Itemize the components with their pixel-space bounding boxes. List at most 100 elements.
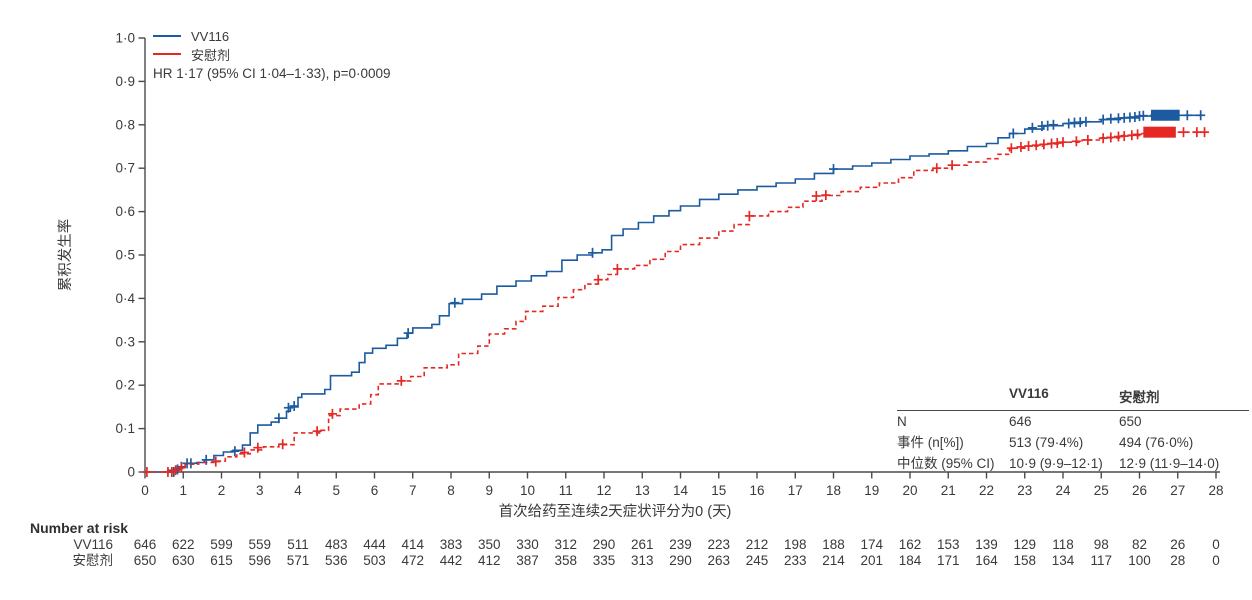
stats-value-vv116-events: 513 (79·4%) bbox=[1009, 435, 1084, 450]
hazard-ratio-annotation: HR 1·17 (95% CI 1·04–1·33), p=0·0009 bbox=[153, 66, 391, 81]
y-tick-label: 0·1 bbox=[115, 421, 135, 436]
legend-line-swatch-vv116 bbox=[153, 35, 181, 37]
nar-value: 615 bbox=[210, 553, 233, 568]
nar-value: 245 bbox=[746, 553, 769, 568]
nar-value: 599 bbox=[210, 537, 233, 552]
nar-value: 0 bbox=[1212, 537, 1220, 552]
nar-value: 646 bbox=[134, 537, 157, 552]
nar-value: 414 bbox=[401, 537, 424, 552]
nar-row-label: VV116 bbox=[73, 537, 113, 552]
y-tick-label: 0·9 bbox=[115, 74, 135, 89]
x-tick-label: 23 bbox=[1017, 483, 1032, 498]
x-tick-label: 22 bbox=[979, 483, 994, 498]
nar-value: 412 bbox=[478, 553, 501, 568]
x-tick-label: 8 bbox=[447, 483, 455, 498]
stats-table-header: VV116 安慰剂 bbox=[897, 386, 1249, 411]
stats-row-label: 中位数 (95% CI) bbox=[897, 456, 995, 471]
nar-value: 472 bbox=[401, 553, 424, 568]
series-curve-安慰剂 bbox=[145, 131, 1205, 473]
nar-value: 596 bbox=[248, 553, 271, 568]
y-tick-label: 0·3 bbox=[115, 334, 135, 349]
nar-value: 201 bbox=[860, 553, 883, 568]
nar-value: 162 bbox=[899, 537, 922, 552]
nar-value: 129 bbox=[1013, 537, 1036, 552]
x-tick-label: 21 bbox=[941, 483, 956, 498]
x-tick-label: 18 bbox=[826, 483, 841, 498]
nar-value: 171 bbox=[937, 553, 960, 568]
x-tick-label: 13 bbox=[635, 483, 650, 498]
nar-value: 153 bbox=[937, 537, 960, 552]
nar-value: 442 bbox=[440, 553, 463, 568]
nar-value: 290 bbox=[669, 553, 692, 568]
nar-value: 483 bbox=[325, 537, 348, 552]
x-tick-label: 17 bbox=[788, 483, 803, 498]
nar-value: 212 bbox=[746, 537, 769, 552]
x-tick-label: 26 bbox=[1132, 483, 1147, 498]
nar-value: 118 bbox=[1052, 537, 1074, 552]
legend-line-swatch-placebo bbox=[153, 53, 181, 55]
x-tick-label: 25 bbox=[1094, 483, 1109, 498]
x-tick-label: 14 bbox=[673, 483, 689, 498]
nar-row-label: 安慰剂 bbox=[73, 552, 114, 568]
stats-col-header-vv116: VV116 bbox=[1009, 386, 1049, 401]
nar-value: 312 bbox=[554, 537, 577, 552]
x-tick-label: 19 bbox=[864, 483, 879, 498]
nar-value: 335 bbox=[593, 553, 616, 568]
x-tick-label: 20 bbox=[902, 483, 917, 498]
stats-value-placebo-events: 494 (76·0%) bbox=[1119, 435, 1194, 450]
series-curve-VV116 bbox=[145, 114, 1201, 473]
nar-value: 188 bbox=[822, 537, 845, 552]
nar-value: 383 bbox=[440, 537, 463, 552]
y-tick-label: 1·0 bbox=[115, 31, 135, 46]
nar-value: 290 bbox=[593, 537, 616, 552]
censor-cluster bbox=[1143, 126, 1176, 138]
stats-value-vv116-n: 646 bbox=[1009, 414, 1032, 429]
nar-value: 134 bbox=[1052, 553, 1075, 568]
y-tick-label: 0·7 bbox=[115, 161, 135, 176]
x-tick-label: 9 bbox=[485, 483, 493, 498]
x-tick-label: 12 bbox=[596, 483, 611, 498]
nar-value: 503 bbox=[363, 553, 386, 568]
legend-item-placebo: 安慰剂 bbox=[153, 45, 230, 63]
legend-label-vv116: VV116 bbox=[191, 28, 230, 44]
nar-value: 0 bbox=[1212, 553, 1220, 568]
y-tick-label: 0 bbox=[127, 465, 135, 480]
nar-value: 511 bbox=[287, 537, 309, 552]
nar-value: 100 bbox=[1128, 553, 1151, 568]
stats-value-placebo-median: 12·9 (11·9–14·0) bbox=[1119, 456, 1220, 471]
x-tick-label: 10 bbox=[520, 483, 535, 498]
stats-header-spacer bbox=[897, 386, 1009, 406]
nar-value: 263 bbox=[707, 553, 730, 568]
x-tick-label: 3 bbox=[256, 483, 264, 498]
x-tick-label: 16 bbox=[749, 483, 764, 498]
nar-value: 233 bbox=[784, 553, 807, 568]
x-tick-label: 24 bbox=[1055, 483, 1071, 498]
stats-value-placebo-n: 650 bbox=[1119, 414, 1142, 429]
nar-value: 139 bbox=[975, 537, 998, 552]
nar-value: 82 bbox=[1132, 537, 1147, 552]
nar-value: 650 bbox=[134, 553, 157, 568]
nar-value: 358 bbox=[554, 553, 577, 568]
nar-value: 536 bbox=[325, 553, 348, 568]
x-tick-label: 7 bbox=[409, 483, 417, 498]
x-tick-label: 28 bbox=[1208, 483, 1223, 498]
x-tick-label: 1 bbox=[179, 483, 187, 498]
nar-value: 198 bbox=[784, 537, 807, 552]
y-tick-label: 0·4 bbox=[115, 291, 135, 306]
stats-row-n: N 646 650 bbox=[897, 411, 1249, 432]
x-tick-label: 0 bbox=[141, 483, 149, 498]
nar-value: 559 bbox=[248, 537, 271, 552]
nar-value: 214 bbox=[822, 553, 845, 568]
x-tick-label: 27 bbox=[1170, 483, 1185, 498]
nar-value: 571 bbox=[287, 553, 310, 568]
y-axis-label: 累积发生率 bbox=[57, 219, 74, 292]
stats-row-events: 事件 (n[%]) 513 (79·4%) 494 (76·0%) bbox=[897, 432, 1249, 453]
x-axis-label: 首次给药至连续2天症状评分为0 (天) bbox=[499, 503, 732, 520]
y-tick-label: 0·2 bbox=[115, 378, 135, 393]
legend-label-placebo: 安慰剂 bbox=[191, 47, 231, 63]
x-tick-label: 4 bbox=[294, 483, 302, 498]
nar-value: 158 bbox=[1013, 553, 1036, 568]
nar-value: 630 bbox=[172, 553, 195, 568]
